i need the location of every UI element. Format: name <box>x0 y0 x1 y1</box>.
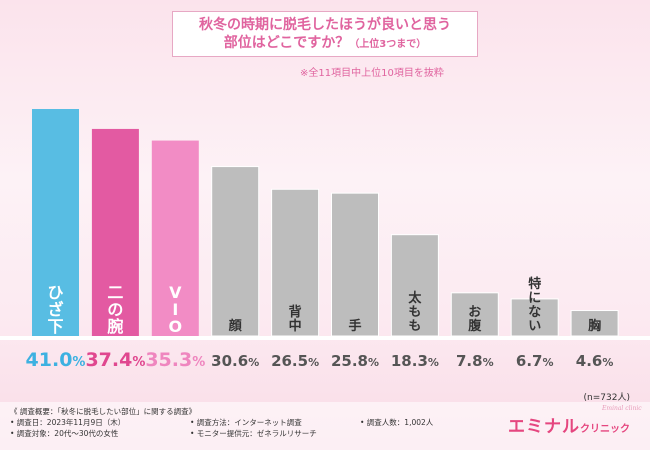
category-label-4: 顔 <box>228 318 243 334</box>
bar-6 <box>331 192 379 337</box>
value-label-9: 6.7% <box>516 352 554 370</box>
chart-title-box: 秋冬の時期に脱毛したほうが良いと思う 部位はどこですか？（上位3つまで） <box>172 11 478 57</box>
logo-tagline: Eminal clinic <box>602 405 642 412</box>
value-label-3: 35.3% <box>145 349 205 371</box>
survey-count: • 調査人数：1,002人 <box>360 418 434 427</box>
category-label-5: 背中 <box>289 304 302 334</box>
bar-2 <box>91 128 139 336</box>
value-label-4: 30.6% <box>211 352 259 370</box>
survey-heading: 《 調査概要：「秋冬に脱毛したい部位」に関する調査》 <box>10 407 197 416</box>
bar-1 <box>32 109 79 336</box>
survey-method: • 調査方法：インターネット調査 <box>190 418 302 427</box>
category-label-2: 二の腕 <box>107 283 123 336</box>
survey-date: • 調査日：2023年11月9日（木） <box>10 418 126 427</box>
value-label-8: 7.8% <box>456 352 494 370</box>
chart-title-question: 部位はどこですか？ <box>223 35 350 51</box>
sample-size-label: (n=732人) <box>583 393 630 403</box>
bar-10 <box>570 310 619 337</box>
logo-sub-text: クリニック <box>580 424 630 435</box>
category-label-8: お腹 <box>468 305 482 334</box>
category-label-6: 手 <box>348 318 361 334</box>
bar-4 <box>211 166 260 337</box>
chart-baseline <box>0 336 650 340</box>
value-label-1: 41.0% <box>26 349 86 371</box>
value-label-6: 25.8% <box>331 352 379 370</box>
value-label-5: 26.5% <box>271 352 319 370</box>
bar-5 <box>271 188 320 337</box>
bar-9 <box>510 298 559 337</box>
survey-provider: • モニター提供元：ゼネラルリサーチ <box>190 429 317 438</box>
category-label-10: 胸 <box>588 318 601 334</box>
chart-title-line2: 部位はどこですか？（上位3つまで） <box>173 34 477 54</box>
value-label-7: 18.3% <box>391 352 439 370</box>
category-label-1: ひざ下 <box>47 283 63 336</box>
bar-7 <box>390 234 439 337</box>
value-label-2: 37.4% <box>85 349 145 371</box>
survey-footer: 《 調査概要：「秋冬に脱毛したい部位」に関する調査》 • 調査日：2023年11… <box>0 402 650 450</box>
bar-8 <box>450 292 499 337</box>
chart-note: ※全11項目中上位10項目を抜粋 <box>300 68 444 79</box>
survey-target: • 調査対象：20代〜30代の女性 <box>10 429 119 438</box>
eminal-clinic-logo: Eminal clinic エミナルクリニック <box>508 405 642 437</box>
category-label-9: 特にない <box>528 276 541 334</box>
value-label-10: 4.6% <box>576 352 614 370</box>
chart-title-suffix: （上位3つまで） <box>349 39 427 50</box>
chart-title-line1: 秋冬の時期に脱毛したほうが良いと思う <box>199 17 451 33</box>
category-label-7: 太もも <box>407 290 422 334</box>
bar-3 <box>151 140 199 336</box>
logo-main-text: エミナル <box>508 417 580 437</box>
